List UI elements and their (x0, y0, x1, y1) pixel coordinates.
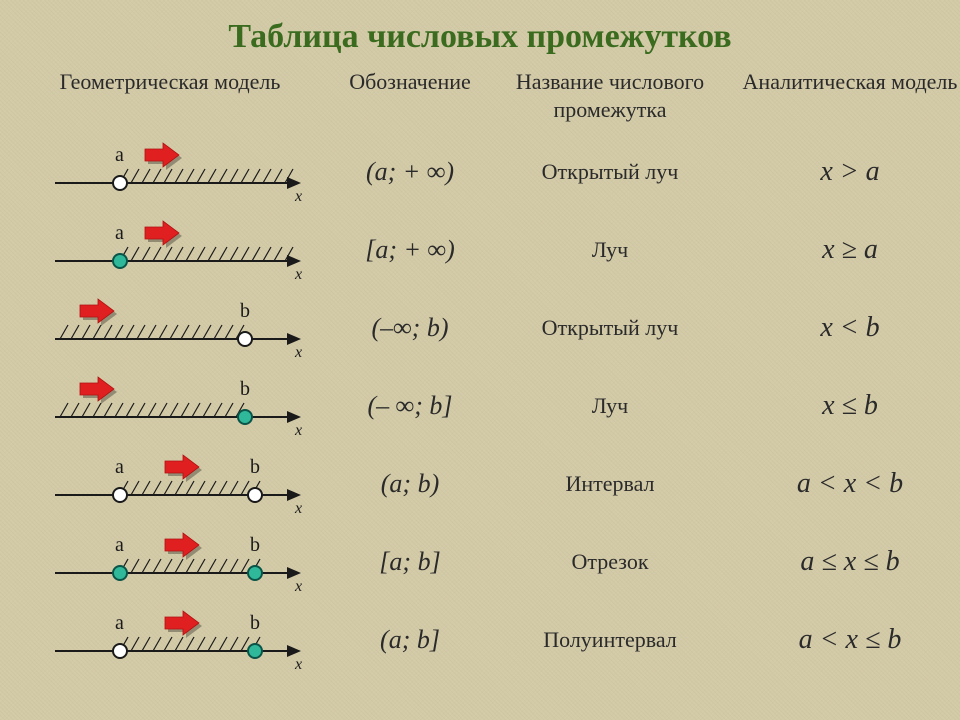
svg-text:x: x (294, 578, 302, 595)
svg-text:b: b (250, 534, 260, 556)
interval-name: Открытый луч (500, 289, 720, 367)
analytic-model: a ≤ x ≤ b (720, 523, 960, 601)
analytic-model: x > a (720, 133, 960, 211)
geo-model: xb (20, 367, 320, 445)
interval-notation: [a; + ∞) (320, 211, 500, 289)
svg-text:a: a (115, 222, 124, 244)
svg-text:x: x (294, 344, 302, 361)
interval-name: Отрезок (500, 523, 720, 601)
svg-text:a: a (115, 144, 124, 166)
page-title: Таблица числовых промежутков (0, 0, 960, 64)
col-header-notation: Обозначение (320, 64, 500, 133)
svg-text:x: x (294, 188, 302, 205)
analytic-model: x ≤ b (720, 367, 960, 445)
svg-text:b: b (250, 612, 260, 634)
analytic-model: x < b (720, 289, 960, 367)
svg-text:b: b (240, 300, 250, 322)
interval-notation: [a; b] (320, 523, 500, 601)
geo-model: xa (20, 133, 320, 211)
svg-text:x: x (294, 656, 302, 673)
analytic-model: x ≥ a (720, 211, 960, 289)
interval-notation: (a; b) (320, 445, 500, 523)
svg-text:b: b (250, 456, 260, 478)
col-header-analytic: Аналитическая модель (720, 64, 960, 133)
svg-text:a: a (115, 456, 124, 478)
svg-text:a: a (115, 612, 124, 634)
interval-notation: (–∞; b) (320, 289, 500, 367)
interval-name: Интервал (500, 445, 720, 523)
svg-text:b: b (240, 378, 250, 400)
interval-name: Открытый луч (500, 133, 720, 211)
svg-text:x: x (294, 266, 302, 283)
interval-notation: (– ∞; b] (320, 367, 500, 445)
analytic-model: a < x < b (720, 445, 960, 523)
col-header-name: Название числового промежутка (500, 64, 720, 133)
interval-notation: (a; + ∞) (320, 133, 500, 211)
interval-name: Луч (500, 211, 720, 289)
geo-model: xb (20, 289, 320, 367)
intervals-table: Геометрическая модель Обозначение Назван… (0, 64, 960, 679)
svg-text:x: x (294, 500, 302, 517)
geo-model: xa (20, 211, 320, 289)
geo-model: x a b (20, 445, 320, 523)
col-header-geo: Геометрическая модель (20, 64, 320, 133)
geo-model: x a b (20, 601, 320, 679)
interval-name: Луч (500, 367, 720, 445)
interval-name: Полуинтервал (500, 601, 720, 679)
analytic-model: a < x ≤ b (720, 601, 960, 679)
interval-notation: (a; b] (320, 601, 500, 679)
geo-model: x a b (20, 523, 320, 601)
svg-text:a: a (115, 534, 124, 556)
svg-text:x: x (294, 422, 302, 439)
